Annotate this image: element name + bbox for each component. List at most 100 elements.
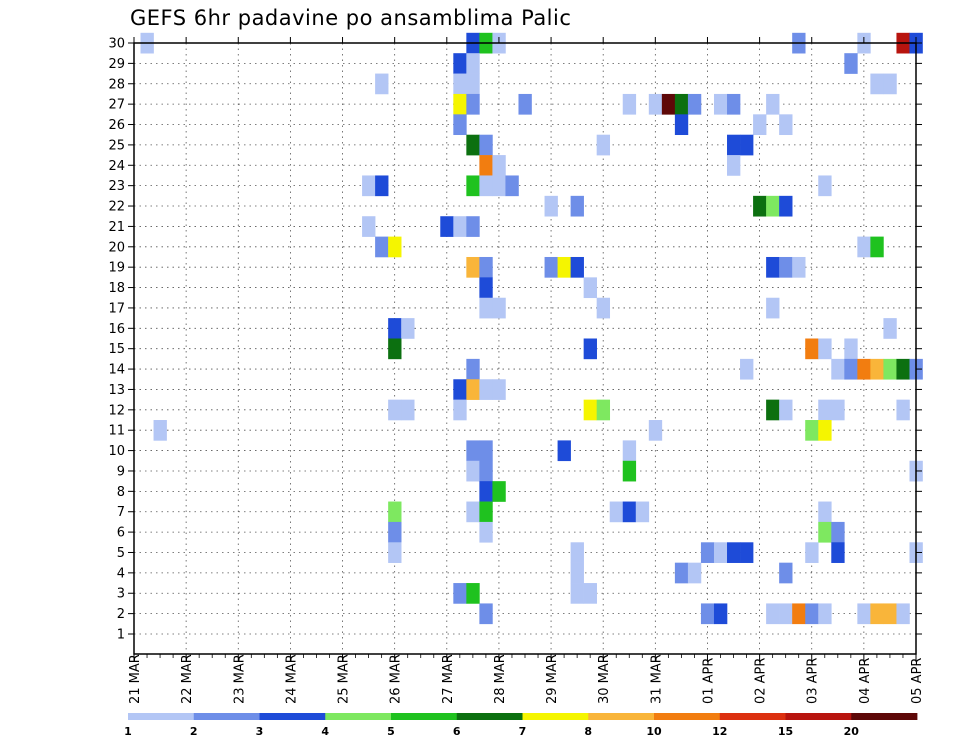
heatmap-cell — [805, 603, 819, 625]
heatmap-cell — [818, 603, 832, 625]
y-tick-label: 12 — [108, 403, 125, 418]
heatmap-cell — [609, 501, 624, 523]
colorbar-label: 5 — [387, 725, 395, 738]
heatmap-cell — [544, 256, 558, 278]
y-tick-label: 11 — [108, 424, 125, 439]
colorbar-label: 10 — [646, 725, 662, 738]
heatmap-cell — [362, 175, 376, 197]
heatmap-cell — [388, 521, 402, 543]
colorbar-swatch — [325, 713, 392, 720]
heatmap-cell — [388, 236, 402, 258]
heatmap-cell — [740, 542, 754, 563]
x-tick-label: 30 MAR — [597, 654, 612, 704]
heatmap-cell — [466, 256, 480, 278]
heatmap-cell — [388, 501, 402, 523]
heatmap-cell — [375, 73, 389, 95]
heatmap-cell — [792, 256, 806, 278]
heatmap-cell — [896, 358, 910, 380]
heatmap-cell — [648, 420, 663, 441]
heatmap-cell — [674, 562, 689, 584]
y-tick-label: 18 — [108, 281, 125, 296]
x-tick-label: 01 APR — [701, 658, 716, 704]
heatmap-cell — [766, 399, 780, 421]
heatmap-cell — [818, 338, 832, 360]
heatmap-cell — [570, 562, 584, 584]
heatmap-cell — [466, 134, 480, 156]
heatmap-cell — [492, 379, 506, 400]
x-tick-label: 05 APR — [910, 658, 925, 704]
heatmap-cell — [727, 134, 741, 156]
heatmap-cell — [479, 256, 493, 278]
heatmap-cell — [570, 195, 584, 217]
heatmap-cell — [492, 297, 506, 319]
x-tick-label: 29 MAR — [545, 654, 560, 704]
colorbar-label: 15 — [778, 725, 793, 738]
y-tick-label: 20 — [108, 240, 125, 255]
heatmap-cell — [453, 583, 467, 604]
heatmap-cell — [831, 399, 845, 421]
heatmap-cell — [505, 175, 519, 197]
y-tick-label: 3 — [117, 587, 125, 602]
heatmap-cell — [740, 134, 754, 156]
x-axis: 21 MAR 22 MAR 23 MAR 24 MAR 25 MAR 26 MAR 27 M… — [128, 37, 925, 704]
heatmap-cell — [375, 175, 389, 197]
heatmap-cell — [870, 236, 884, 258]
heatmap-cell — [557, 256, 571, 278]
heatmap-cell — [466, 73, 480, 95]
heatmap-cell — [596, 399, 611, 421]
heatmap-cell — [388, 399, 402, 421]
y-tick-label: 30 — [108, 37, 125, 52]
heatmap-cell — [831, 358, 845, 380]
heatmap-cell — [805, 338, 819, 360]
heatmap-cell — [713, 542, 728, 563]
heatmap-cell — [896, 603, 910, 625]
heatmap-cell — [479, 521, 493, 543]
heatmap-cell — [583, 277, 597, 299]
heatmap-cell — [453, 73, 467, 95]
heatmap-cell — [453, 399, 467, 421]
y-tick-label: 10 — [108, 444, 125, 459]
y-tick-label: 15 — [108, 342, 125, 357]
heatmap-cell — [870, 603, 884, 625]
heatmap-cell — [661, 93, 676, 115]
heatmap-cell — [362, 216, 376, 237]
colorbar-label: 1 — [124, 725, 132, 738]
heatmap-cell — [779, 256, 793, 278]
x-tick-label: 22 MAR — [180, 654, 195, 704]
heatmap-cell — [596, 134, 611, 156]
y-tick-label: 9 — [117, 464, 125, 479]
heatmap-cell — [648, 93, 663, 115]
heatmap-cell — [466, 53, 480, 74]
heatmap-cell — [440, 216, 454, 237]
heatmap-cell — [870, 73, 884, 95]
heatmap-cell — [544, 195, 558, 217]
heatmap-cell — [844, 53, 858, 74]
heatmap-cell — [740, 358, 754, 380]
heatmap-cell — [753, 195, 767, 217]
heatmap-cell — [479, 175, 493, 197]
heatmap-cell — [674, 114, 689, 136]
heatmap-cell — [883, 73, 897, 95]
x-tick-label: 23 MAR — [232, 654, 247, 704]
heatmap-cell — [818, 420, 832, 441]
y-tick-label: 7 — [117, 505, 125, 520]
heatmap-cell — [375, 236, 389, 258]
heatmap-cell — [479, 155, 493, 176]
heatmap-cell — [766, 256, 780, 278]
x-tick-label: 03 APR — [806, 658, 821, 704]
y-tick-label: 29 — [108, 57, 125, 72]
colorbar-swatch — [588, 713, 655, 720]
x-tick-label: 25 MAR — [337, 654, 352, 704]
heatmap-cell — [857, 236, 871, 258]
y-tick-label: 14 — [108, 363, 125, 378]
heatmap-cell — [818, 521, 832, 543]
heatmap-cell — [466, 379, 480, 400]
heatmap-cell — [153, 420, 167, 441]
colorbar-swatch — [259, 713, 326, 720]
heatmap-cell — [570, 542, 584, 563]
heatmap-cell — [453, 93, 467, 115]
heatmap-cell — [557, 440, 571, 462]
heatmap-cell — [466, 460, 480, 482]
y-tick-label: 2 — [117, 607, 125, 622]
heatmap-cell — [570, 256, 584, 278]
